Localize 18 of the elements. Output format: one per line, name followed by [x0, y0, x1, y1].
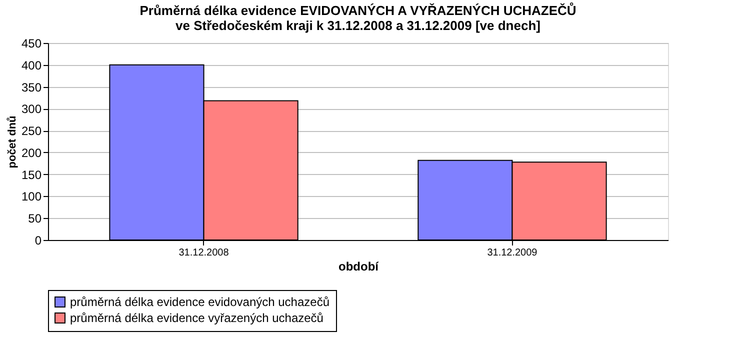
text: Průměrná délka evidence EVIDOVANÝCH A VYŘAZENÝCH UCHAZEČŮ [140, 3, 576, 18]
y-tick-label: 50 [28, 212, 42, 226]
y-axis-title: počet dnů [6, 116, 18, 168]
x-tick-label: 31.12.2009 [487, 248, 538, 258]
legend-label: průměrná délka evidence vyřazených uchazečů [70, 311, 324, 325]
y-tick-label: 150 [21, 168, 42, 182]
x-axis-title: období [338, 260, 380, 274]
y-tick-label: 400 [21, 58, 42, 72]
y-tick-label: 200 [21, 146, 42, 160]
legend-label: průměrná délka evidence evidovaných uchazečů [70, 295, 330, 309]
y-tick-label: 300 [21, 102, 42, 116]
y-tick-label: 350 [21, 80, 42, 94]
y-tick-label: 250 [21, 124, 42, 138]
y-tick-label: 0 [34, 234, 42, 248]
y-tick-label: 100 [21, 190, 42, 204]
x-tick-label: 31.12.2008 [178, 248, 230, 258]
text: ve Středočeském kraji k 31.12.2008 a 31.12.2009 [ve dnech] [176, 18, 540, 33]
y-tick-label: 450 [21, 36, 42, 50]
